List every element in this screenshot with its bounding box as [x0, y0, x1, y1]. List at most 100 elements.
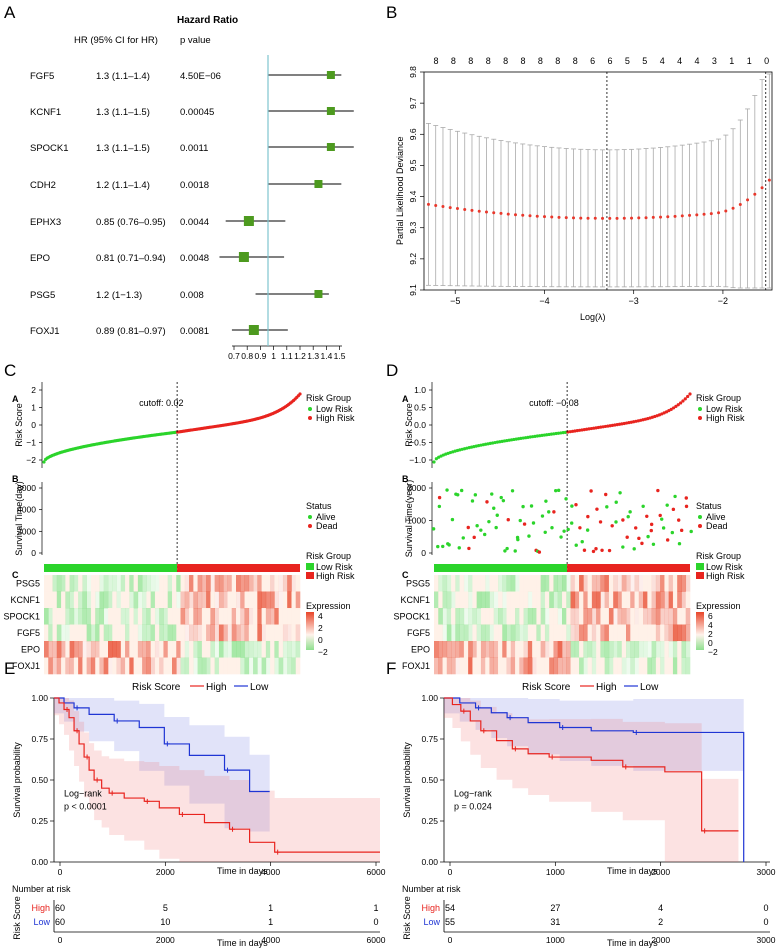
heatmap-cell	[142, 657, 147, 675]
heatmap-cell	[261, 608, 267, 625]
km-xtick-label: 6000	[367, 867, 386, 877]
km-censor-mark	[461, 708, 467, 714]
heatmap-cell	[532, 657, 537, 675]
heatmap-cell	[459, 641, 465, 658]
heatmap-cell	[172, 657, 177, 675]
km-ytick-label: 0.25	[31, 816, 48, 826]
heatmap-cell	[655, 575, 661, 592]
heatmap-cell	[468, 575, 473, 592]
forest-hr-marker	[314, 180, 323, 188]
heatmap-cell	[587, 641, 593, 658]
heatmap-cell	[133, 591, 139, 609]
heatmap-group-bar-high	[177, 564, 300, 572]
heatmap-cell	[167, 657, 173, 675]
heatmap-cell	[668, 608, 674, 625]
heatmap-cell	[630, 641, 635, 658]
heatmap-cell	[523, 608, 529, 625]
heatmap-cell	[61, 641, 66, 658]
forest-hr-marker	[314, 290, 323, 298]
survival-time-ylabel: Survival Time(year)	[404, 480, 414, 558]
heatmap-cell	[223, 591, 228, 609]
risk-score-point	[507, 438, 511, 442]
survival-status-point	[673, 494, 677, 499]
heatmap-cell	[527, 657, 533, 675]
heatmap-cell	[579, 575, 584, 592]
km-xtick-label: 1000	[546, 867, 565, 877]
heatmap-cell	[95, 591, 100, 609]
heatmap-cell	[672, 575, 678, 592]
heatmap-cell	[515, 575, 520, 592]
heatmap-cell	[468, 608, 473, 625]
heatmap-cell	[596, 591, 601, 609]
km-risk-count: 2	[658, 917, 663, 927]
heatmap-cell	[210, 591, 215, 609]
km-ytick-label: 1.00	[421, 693, 438, 703]
heatmap-cell	[455, 591, 460, 609]
heatmap-cell	[596, 608, 601, 625]
km-ytick-label: 0.75	[421, 734, 438, 744]
heatmap-cell	[137, 657, 143, 675]
survival-status-point	[522, 522, 527, 526]
survival-status-point	[646, 534, 650, 539]
risk-score-ytick-label: −1.0	[409, 455, 426, 465]
km-censor-mark	[507, 715, 513, 721]
heatmap-cell	[189, 657, 194, 675]
survival-status-point	[437, 495, 442, 500]
heatmap-cell	[146, 641, 151, 658]
heatmap-cell	[626, 641, 631, 658]
survival-status-point	[470, 499, 475, 503]
heatmap-cell	[172, 575, 177, 592]
heatmap-cell	[574, 575, 580, 592]
risk-score-point	[432, 460, 436, 464]
heatmap-cell	[476, 575, 482, 592]
heatmap-cell	[587, 608, 593, 625]
heatmap-cell	[685, 624, 691, 642]
heatmap-cell	[180, 591, 186, 609]
survival-status-point	[670, 530, 675, 535]
km-xlabel: Time in days	[607, 866, 658, 876]
risk-score-point	[434, 457, 438, 461]
forest-gene-label: SPOCK1	[30, 143, 69, 154]
km-pvalue: p < 0.0001	[64, 801, 107, 811]
lasso-top-count: 8	[573, 56, 578, 66]
heatmap-cell	[82, 591, 87, 609]
survival-status-point	[684, 496, 688, 500]
heatmap-cell	[493, 624, 499, 642]
heatmap-cell	[442, 624, 448, 642]
heatmap-cell	[677, 608, 682, 625]
heatmap-cell	[86, 575, 92, 592]
risk-score-point	[683, 397, 687, 401]
heatmap-cell	[261, 641, 267, 658]
risk-sub-label-a: A	[402, 394, 409, 404]
heatmap-cell	[159, 608, 164, 625]
forest-p-value: 0.0044	[180, 217, 209, 228]
risk-score-point	[509, 438, 514, 442]
km-risk-xtick-label: 2000	[156, 935, 175, 945]
heatmap-cell	[664, 641, 669, 658]
km-risk-table-ylabel: Risk Score	[402, 896, 412, 940]
heatmap-cell	[116, 641, 122, 658]
survival-status-point	[594, 547, 598, 551]
km-risk-count: 1	[268, 903, 273, 913]
risk-score-ytick-label: 2	[31, 385, 36, 395]
heatmap-cell	[218, 575, 224, 592]
heatmap-cell	[78, 641, 83, 658]
heatmap-cell	[596, 657, 601, 675]
heatmap-cell	[236, 608, 241, 625]
survival-status-point	[457, 546, 461, 550]
heatmap-cell	[236, 591, 241, 609]
survival-status-point	[591, 549, 596, 554]
forest-hr-text: 0.81 (0.71–0.94)	[96, 253, 166, 264]
heatmap-cell	[562, 624, 567, 642]
km-risk-count: 31	[550, 917, 560, 927]
heatmap-cell	[566, 608, 571, 625]
heatmap-cell	[442, 657, 448, 675]
km-risk-count: 5	[163, 903, 168, 913]
legend-high-risk-label-2: High Risk	[316, 571, 355, 581]
heatmap-cell	[227, 591, 233, 609]
survival-status-point	[665, 503, 669, 507]
heatmap-cell	[244, 657, 250, 675]
expression-tick-label: 6	[708, 611, 713, 621]
heatmap-cell	[549, 641, 554, 658]
risk-score-point	[688, 392, 692, 396]
